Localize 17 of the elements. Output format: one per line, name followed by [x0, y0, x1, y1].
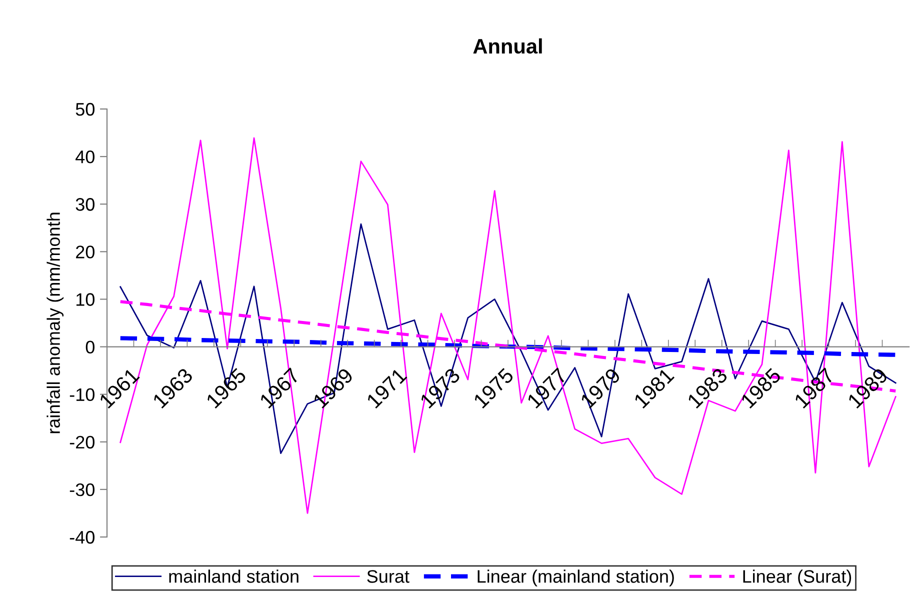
- y-tick-label: -20: [70, 436, 94, 449]
- chart-title: Annual: [473, 38, 542, 54]
- legend-label: mainland station: [169, 570, 298, 583]
- y-axis-title: rainfall anomaly (mm/month: [46, 212, 64, 434]
- y-tick-label: 30: [76, 198, 94, 211]
- y-tick-label: 20: [76, 246, 94, 258]
- legend-label: Linear (Surat): [743, 570, 852, 586]
- y-tick-label: 0: [86, 340, 94, 354]
- y-tick-label: 40: [76, 150, 94, 164]
- legend-label: Surat: [367, 570, 410, 583]
- line-series: [118, 336, 898, 357]
- y-tick-label: 50: [76, 102, 94, 116]
- y-tick-label: -40: [70, 530, 94, 544]
- legend-label: Linear (mainland station): [478, 570, 674, 586]
- y-tick-label: -30: [70, 483, 94, 496]
- y-tick-label: 10: [76, 293, 94, 306]
- y-tick-label: -10: [70, 388, 94, 402]
